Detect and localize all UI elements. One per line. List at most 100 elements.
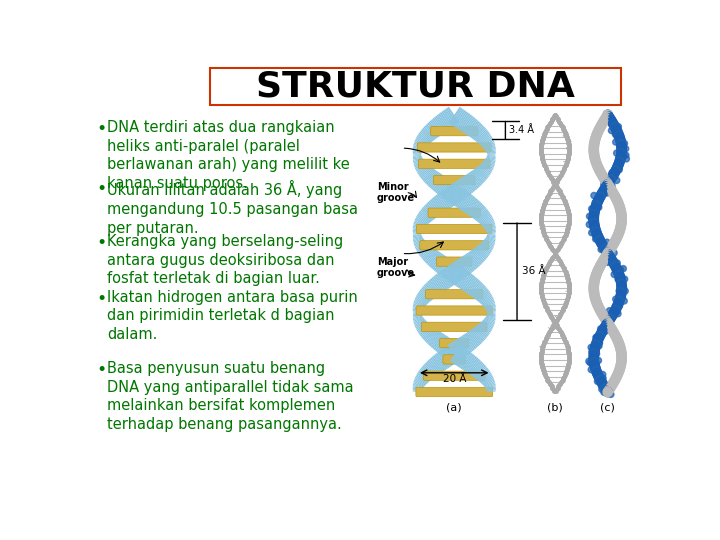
Circle shape (617, 353, 626, 362)
Text: •: • (96, 289, 107, 308)
Circle shape (612, 131, 618, 137)
Circle shape (590, 224, 600, 233)
Circle shape (589, 143, 598, 153)
Circle shape (596, 168, 606, 177)
Circle shape (609, 259, 618, 268)
Circle shape (604, 190, 611, 196)
Circle shape (613, 195, 621, 205)
Circle shape (603, 318, 613, 327)
Circle shape (596, 340, 602, 346)
Circle shape (590, 156, 600, 165)
Circle shape (608, 127, 615, 133)
Circle shape (590, 140, 599, 149)
Text: Minor
groove: Minor groove (377, 181, 415, 203)
Circle shape (592, 367, 601, 376)
Circle shape (617, 351, 626, 360)
Circle shape (616, 137, 625, 146)
Circle shape (603, 180, 613, 189)
Circle shape (590, 134, 600, 144)
Circle shape (595, 194, 604, 203)
Circle shape (606, 178, 612, 184)
Circle shape (595, 262, 605, 271)
Circle shape (592, 229, 601, 238)
Circle shape (586, 358, 592, 365)
Circle shape (593, 130, 602, 139)
Circle shape (616, 224, 625, 233)
Circle shape (616, 347, 626, 356)
Circle shape (597, 377, 606, 386)
Circle shape (591, 295, 600, 304)
Circle shape (618, 273, 624, 279)
Circle shape (608, 379, 618, 388)
Circle shape (593, 127, 603, 137)
Circle shape (617, 218, 626, 227)
Circle shape (616, 342, 625, 352)
Circle shape (590, 208, 599, 217)
Circle shape (600, 175, 609, 184)
Circle shape (616, 138, 626, 147)
Circle shape (613, 370, 622, 379)
FancyBboxPatch shape (440, 339, 469, 348)
Text: 36 Å: 36 Å (523, 266, 546, 276)
Circle shape (606, 313, 616, 322)
Circle shape (600, 181, 607, 188)
Circle shape (621, 140, 628, 146)
Circle shape (604, 313, 611, 319)
Circle shape (616, 358, 626, 367)
FancyBboxPatch shape (426, 289, 483, 299)
Circle shape (598, 171, 607, 180)
Circle shape (603, 328, 609, 334)
Circle shape (595, 123, 605, 132)
Circle shape (611, 166, 621, 176)
Circle shape (593, 337, 602, 346)
Circle shape (596, 260, 606, 269)
Circle shape (594, 333, 603, 342)
Circle shape (595, 166, 604, 176)
Circle shape (617, 285, 626, 294)
Circle shape (588, 367, 595, 373)
Circle shape (595, 124, 604, 133)
Circle shape (604, 316, 613, 325)
FancyBboxPatch shape (418, 143, 491, 152)
FancyBboxPatch shape (416, 306, 492, 315)
Circle shape (620, 266, 626, 272)
Circle shape (613, 132, 620, 139)
Circle shape (613, 127, 622, 137)
Circle shape (612, 126, 621, 135)
Circle shape (589, 215, 595, 221)
Circle shape (611, 124, 621, 133)
Circle shape (590, 342, 600, 352)
FancyBboxPatch shape (428, 208, 480, 217)
Circle shape (608, 392, 614, 397)
Circle shape (591, 133, 600, 142)
Circle shape (610, 191, 619, 200)
Circle shape (590, 358, 599, 367)
Circle shape (616, 204, 625, 214)
Circle shape (608, 310, 617, 320)
Circle shape (613, 296, 619, 302)
Circle shape (600, 314, 610, 323)
Circle shape (595, 236, 605, 245)
Circle shape (590, 274, 600, 284)
Circle shape (590, 293, 600, 302)
Circle shape (590, 218, 598, 227)
Circle shape (599, 381, 608, 390)
Circle shape (590, 344, 600, 353)
Circle shape (590, 292, 599, 301)
Circle shape (589, 353, 598, 362)
Circle shape (608, 326, 618, 336)
Circle shape (611, 174, 617, 180)
Circle shape (599, 117, 608, 126)
Circle shape (606, 246, 613, 252)
Circle shape (596, 340, 603, 346)
Circle shape (589, 211, 598, 220)
Circle shape (608, 117, 617, 126)
Circle shape (594, 164, 603, 173)
Circle shape (600, 246, 607, 252)
Circle shape (616, 157, 622, 163)
Circle shape (611, 236, 620, 245)
Circle shape (600, 382, 609, 392)
Circle shape (617, 354, 626, 363)
Circle shape (611, 123, 620, 132)
Circle shape (590, 361, 600, 370)
